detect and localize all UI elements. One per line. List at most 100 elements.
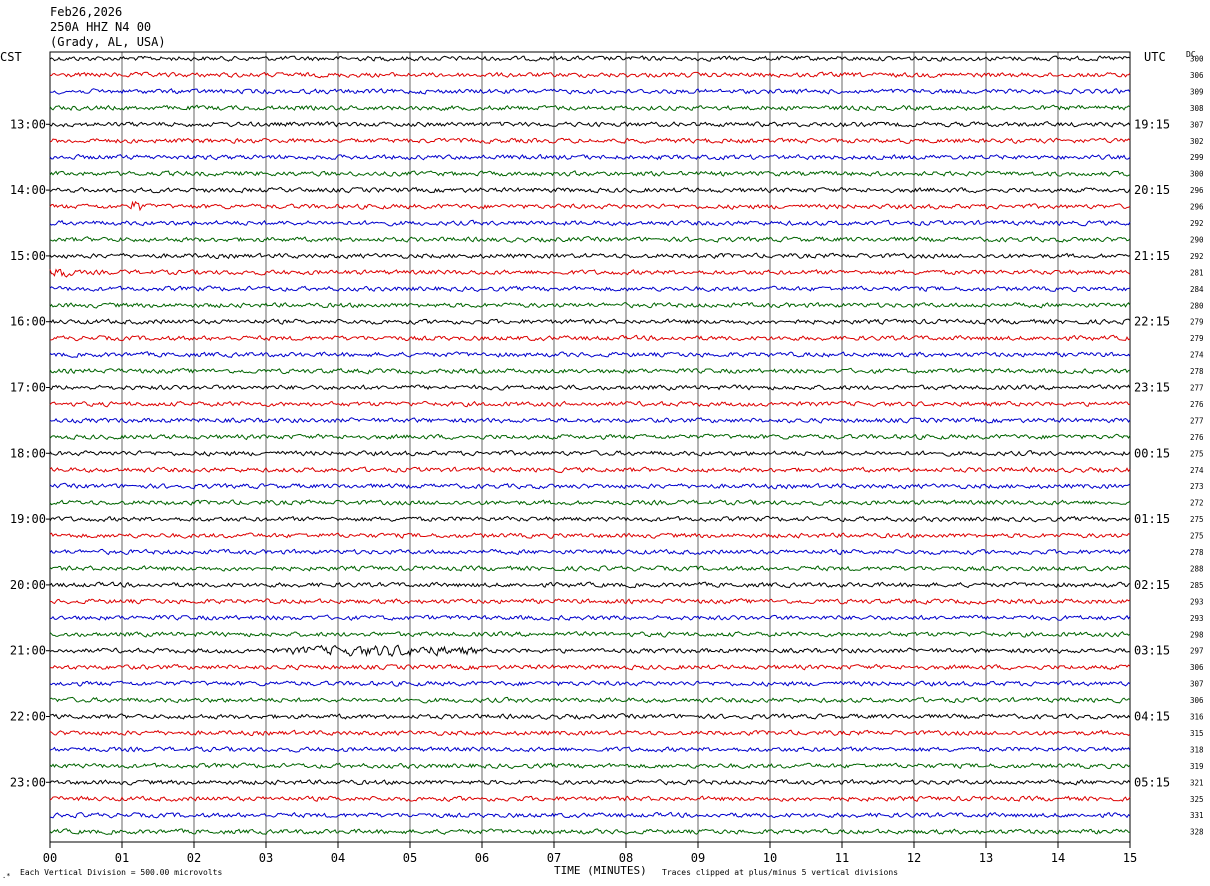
dc-offset-18: 274: [1190, 351, 1204, 360]
dc-offset-5: 302: [1190, 137, 1204, 146]
trace-line-32: [49, 581, 1131, 589]
dc-offset-37: 306: [1190, 663, 1204, 672]
x-axis-ticks: 00 01 02 03 04 05 06 07 08 09 10 11 12 13 14 15: [43, 842, 1137, 865]
trace-line-22: [49, 417, 1131, 424]
trace-line-27: [49, 499, 1131, 506]
dc-offset-13: 281: [1190, 268, 1204, 277]
dc-offset-39: 306: [1190, 696, 1204, 705]
dc-offset-3: 308: [1190, 104, 1204, 113]
x-tick-label-11: 11: [835, 851, 849, 865]
station-code: 250A HHZ N4 00: [50, 20, 151, 34]
x-tick-label-14: 14: [1051, 851, 1065, 865]
trace-line-47: [49, 828, 1131, 836]
trace-line-20: [49, 384, 1131, 391]
dc-offset-10: 292: [1190, 219, 1204, 228]
trace-line-3: [49, 104, 1131, 112]
dc-offset-32: 285: [1190, 581, 1204, 590]
dc-offset-40: 316: [1190, 713, 1204, 722]
x-tick-label-07: 07: [547, 851, 561, 865]
x-tick-label-09: 09: [691, 851, 705, 865]
trace-line-5: [49, 137, 1131, 145]
dc-offset-2: 309: [1190, 87, 1204, 96]
trace-line-13: [49, 268, 1131, 278]
left-hour-label-0: 13:00: [10, 117, 46, 131]
dc-offset-46: 331: [1190, 811, 1204, 820]
x-tick-label-03: 03: [259, 851, 273, 865]
plot-frame: [49, 51, 1131, 843]
vertical-gridlines: [121, 52, 1059, 842]
trace-line-33: [49, 598, 1131, 605]
trace-line-37: [49, 663, 1131, 671]
left-hour-label-2: 15:00: [10, 249, 46, 263]
trace-line-7: [49, 170, 1131, 177]
scale-note: Each Vertical Division = 500.00 microvol…: [20, 868, 222, 877]
right-hour-label-8: 03:15: [1134, 644, 1170, 658]
footer-mark: .*: [2, 872, 10, 880]
trace-line-35: [49, 631, 1131, 638]
x-tick-label-08: 08: [619, 851, 633, 865]
dc-offset-9: 296: [1190, 203, 1204, 212]
trace-line-10: [49, 219, 1131, 227]
left-hour-label-6: 19:00: [10, 512, 46, 526]
trace-line-34: [49, 614, 1131, 621]
dc-offset-20: 277: [1190, 384, 1204, 393]
x-tick-label-13: 13: [979, 851, 993, 865]
trace-line-38: [49, 680, 1131, 687]
right-hour-label-2: 21:15: [1134, 249, 1170, 263]
x-tick-label-06: 06: [475, 851, 489, 865]
left-hour-label-5: 18:00: [10, 446, 46, 460]
dc-offset-44: 321: [1190, 778, 1204, 787]
trace-line-39: [49, 696, 1131, 704]
dc-offset-8: 296: [1190, 186, 1204, 195]
x-tick-label-00: 00: [43, 851, 57, 865]
dc-offset-28: 275: [1190, 515, 1204, 524]
right-hour-label-9: 04:15: [1134, 710, 1170, 724]
dc-offset-30: 278: [1190, 548, 1204, 557]
seismic-traces: [49, 55, 1131, 836]
trace-line-36: [49, 644, 1131, 658]
trace-line-6: [49, 153, 1131, 161]
dc-offset-34: 293: [1190, 614, 1204, 623]
trace-line-45: [49, 795, 1131, 802]
left-hour-label-10: 23:00: [10, 775, 46, 789]
left-hour-labels: 13:00 14:00 15:00 16:00 17:00 18:00 19:00 20:00…: [10, 117, 50, 789]
station-location: (Grady, AL, USA): [50, 35, 166, 49]
dc-offset-16: 279: [1190, 318, 1204, 327]
left-hour-label-3: 16:00: [10, 315, 46, 329]
dc-offset-4: 307: [1190, 120, 1204, 129]
dc-offset-38: 307: [1190, 680, 1204, 689]
dc-offset-27: 272: [1190, 499, 1204, 508]
trace-line-44: [49, 779, 1131, 786]
dc-offset-11: 290: [1190, 235, 1204, 244]
trace-line-12: [49, 252, 1131, 260]
trace-line-1: [49, 71, 1131, 79]
left-hour-label-4: 17:00: [10, 381, 46, 395]
left-hour-label-7: 20:00: [10, 578, 46, 592]
right-hour-label-10: 05:15: [1134, 775, 1170, 789]
trace-line-42: [49, 746, 1131, 753]
x-tick-label-12: 12: [907, 851, 921, 865]
dc-offset-41: 315: [1190, 729, 1204, 738]
right-hour-label-1: 20:15: [1134, 183, 1170, 197]
trace-line-0: [49, 55, 1131, 62]
dc-offset-47: 328: [1190, 828, 1204, 837]
dc-offset-35: 298: [1190, 630, 1204, 639]
trace-line-43: [49, 762, 1131, 770]
dc-offset-6: 299: [1190, 153, 1204, 162]
right-hour-label-4: 23:15: [1134, 381, 1170, 395]
dc-offset-12: 292: [1190, 252, 1204, 261]
trace-line-25: [49, 466, 1131, 474]
trace-line-24: [49, 450, 1131, 457]
trace-line-8: [49, 186, 1131, 194]
x-tick-label-04: 04: [331, 851, 345, 865]
right-hour-labels: 19:15 20:15 21:15 22:15 23:15 00:15 01:15 02:15…: [1134, 117, 1170, 789]
clip-note: Traces clipped at plus/minus 5 vertical …: [662, 868, 898, 877]
right-hour-label-3: 22:15: [1134, 315, 1170, 329]
trace-line-11: [49, 236, 1131, 243]
x-tick-label-10: 10: [763, 851, 777, 865]
dc-offset-25: 274: [1190, 466, 1204, 475]
dc-offset-19: 278: [1190, 367, 1204, 376]
trace-line-16: [49, 318, 1131, 325]
dc-offset-17: 279: [1190, 334, 1204, 343]
dc-offset-43: 319: [1190, 762, 1204, 771]
